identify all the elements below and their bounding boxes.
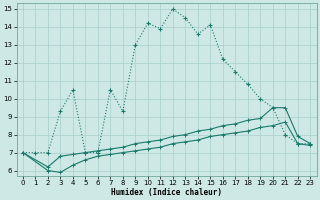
X-axis label: Humidex (Indice chaleur): Humidex (Indice chaleur) [111, 188, 222, 197]
